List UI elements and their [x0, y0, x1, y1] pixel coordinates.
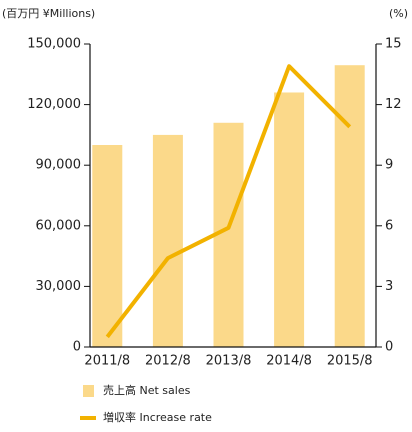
y-tick-label: 30,000	[36, 279, 82, 294]
x-tick-label: 2015/8	[327, 354, 373, 369]
y-tick-label: 60,000	[36, 218, 82, 233]
y2-tick-label: 6	[385, 218, 393, 233]
y2-tick-label: 9	[385, 158, 393, 173]
y2-tick-label: 12	[385, 97, 402, 112]
y-tick-label: 0	[73, 340, 81, 355]
legend-swatch	[83, 385, 94, 397]
legend-label: 増収率 Increase rate	[103, 410, 212, 424]
x-tick-label: 2012/8	[145, 354, 191, 369]
bar	[334, 65, 365, 348]
bar	[92, 145, 123, 347]
line	[105, 64, 352, 339]
y-tick-label: 150,000	[27, 37, 81, 52]
x-tick-label: 2011/8	[84, 354, 130, 369]
y2-tick-label: 15	[385, 37, 402, 52]
y2-axis-label: (%)	[389, 7, 408, 20]
y-tick-label: 120,000	[27, 97, 81, 112]
y-axis-label: (百万円 ¥Millions)	[2, 7, 95, 20]
y2-tick-label: 3	[385, 279, 393, 294]
y2-tick-label: 0	[385, 340, 393, 355]
legend-label: 売上高 Net sales	[103, 383, 191, 397]
bar	[152, 134, 183, 347]
x-tick-label: 2014/8	[266, 354, 312, 369]
y-tick-label: 90,000	[36, 158, 82, 173]
bar	[274, 92, 305, 347]
x-tick-label: 2013/8	[206, 354, 252, 369]
